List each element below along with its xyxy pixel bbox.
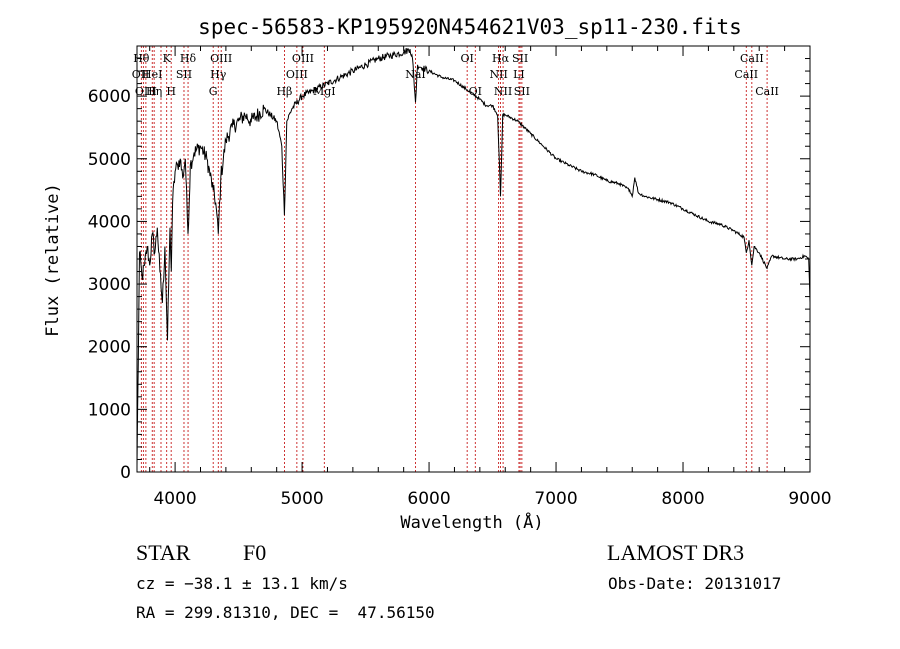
spectrum-series [136,48,811,466]
x-axis-label: Wavelength (Å) [400,511,543,533]
spectral-line-markers [140,46,768,472]
x-tick-label-5: 9000 [788,489,831,509]
y-axis-label: Flux (relative) [43,183,63,337]
y-tick-label-5: 5000 [88,150,131,170]
x-tick-label-4: 8000 [661,489,704,509]
y-tick-label-1: 1000 [88,400,131,420]
line-label-20: H [166,85,176,98]
line-label-23: MgI [313,85,336,98]
line-label-25: NII [494,85,512,98]
x-tick-label-3: 7000 [534,489,577,509]
line-label-19: Hη [146,85,162,98]
line-label-21: G [209,85,218,98]
series-layer [136,48,811,466]
coordinates: RA = 299.81310, DEC = 47.56150 [136,603,435,622]
line-label-13: OIII [286,68,308,81]
line-label-2: Hδ [180,52,197,65]
x-tick-label-0: 4000 [153,489,196,509]
line-label-14: NaI [405,68,426,81]
plot-frame [136,45,811,473]
line-label-16: LI [513,68,525,81]
survey-name: LAMOST DR3 [607,540,745,565]
y-tick-label-2: 2000 [88,338,131,358]
y-tick-label-0: 0 [120,463,131,483]
line-label-4: OIII [292,52,314,65]
line-label-7: SII [512,52,528,65]
line-label-10: HeI [142,68,162,81]
redshift-cz: cz = −38.1 ± 13.1 km/s [136,574,348,593]
line-label-17: CaII [734,68,758,81]
line-label-27: CaII [755,85,779,98]
axis-ticks: 4000 5000 6000 7000 8000 9000 0 1000 2000 3000 400… [88,46,832,509]
line-label-6: Hα [492,52,510,65]
x-tick-label-1: 5000 [280,489,323,509]
line-label-26: SII [514,85,530,98]
y-tick-label-4: 4000 [88,212,131,232]
line-label-15: NII [489,68,507,81]
object-class: STAR [136,540,191,565]
line-label-3: OIII [210,52,232,65]
observation-date: Obs-Date: 20131017 [608,574,782,593]
line-label-12: Hγ [210,68,227,81]
line-label-9: OII [132,68,150,81]
line-label-24: OI [469,85,482,98]
line-label-18: OIII [135,85,157,98]
chart-title: spec-56583-KP195920N454621V03_sp11-230.f… [198,15,742,39]
y-tick-label-6: 6000 [88,87,131,107]
line-label-22: Hβ [276,85,292,98]
line-label-11: SII [176,68,192,81]
x-tick-label-2: 6000 [407,489,450,509]
spectral-subclass: F0 [243,540,267,565]
line-label-5: OI [460,52,473,65]
line-label-8: CaII [740,52,764,65]
line-label-1: K [163,52,172,65]
y-tick-label-3: 3000 [88,275,131,295]
